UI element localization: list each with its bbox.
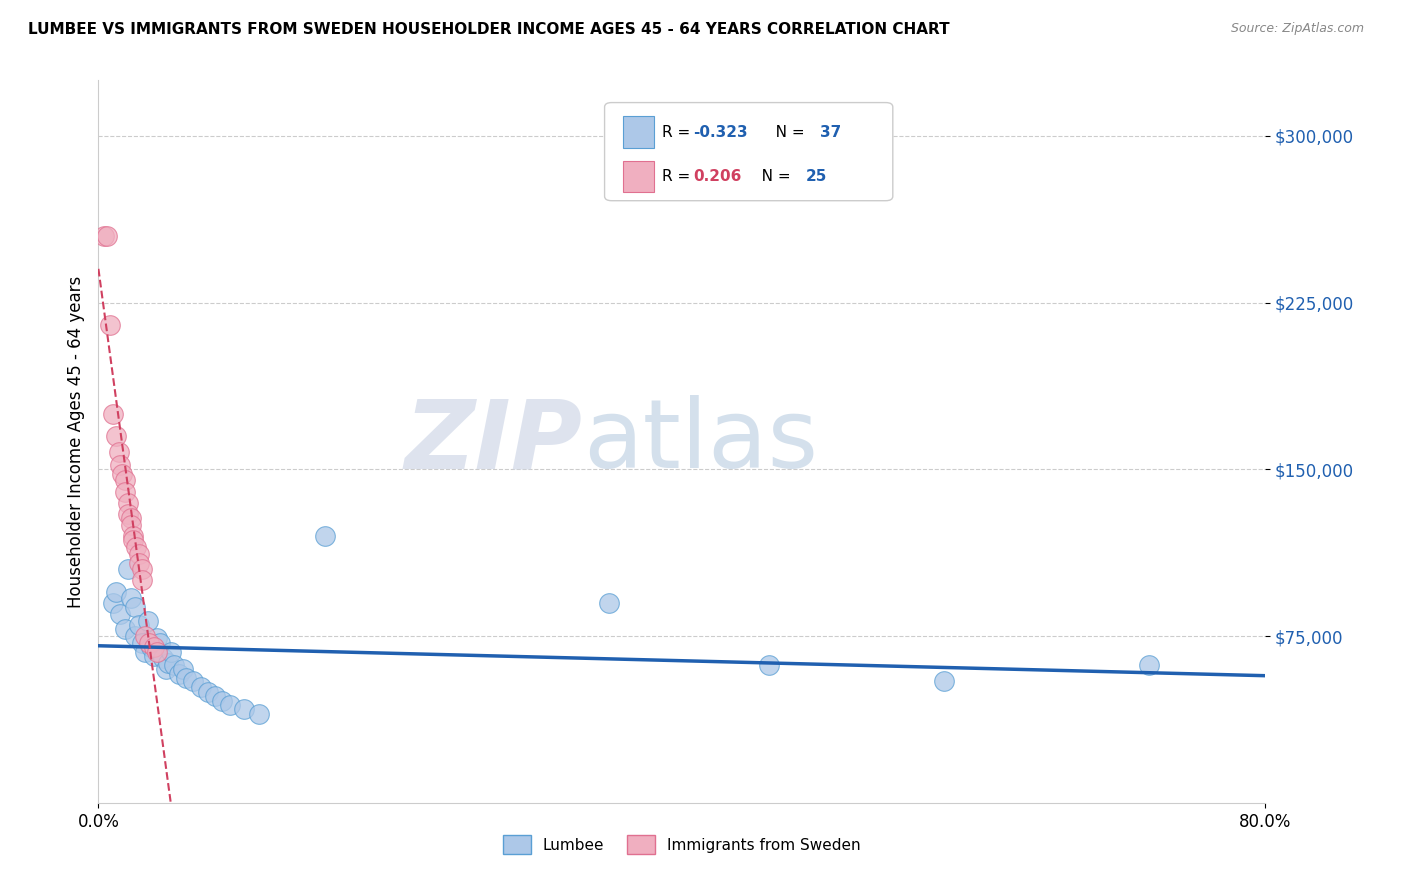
Point	[120, 517, 142, 532]
Point	[124, 600, 146, 615]
Point	[160, 645, 183, 659]
Point	[157, 656, 180, 670]
Point	[117, 562, 139, 576]
Point	[128, 547, 150, 561]
Point	[104, 584, 127, 599]
Point	[104, 429, 127, 443]
Point	[139, 640, 162, 655]
Point	[114, 484, 136, 499]
Point	[146, 645, 169, 659]
Point	[204, 689, 226, 703]
Text: N =: N =	[761, 125, 808, 139]
Point	[120, 511, 142, 525]
Point	[101, 407, 124, 421]
Point	[134, 645, 156, 659]
Point	[114, 623, 136, 637]
Point	[110, 458, 132, 472]
Point	[120, 591, 142, 606]
Point	[117, 496, 139, 510]
Text: LUMBEE VS IMMIGRANTS FROM SWEDEN HOUSEHOLDER INCOME AGES 45 - 64 YEARS CORRELATI: LUMBEE VS IMMIGRANTS FROM SWEDEN HOUSEHO…	[28, 22, 949, 37]
Point	[136, 614, 159, 628]
Point	[149, 636, 172, 650]
Point	[172, 662, 194, 676]
Point	[122, 533, 145, 548]
Text: 25: 25	[806, 169, 827, 184]
Point	[124, 629, 146, 643]
Point	[111, 467, 134, 481]
Text: ZIP: ZIP	[405, 395, 582, 488]
Point	[314, 529, 336, 543]
Point	[131, 636, 153, 650]
Point	[96, 228, 118, 243]
Y-axis label: Householder Income Ages 45 - 64 years: Householder Income Ages 45 - 64 years	[66, 276, 84, 607]
Point	[101, 596, 124, 610]
Point	[181, 673, 204, 688]
Point	[233, 702, 256, 716]
Point	[128, 618, 150, 632]
Text: atlas: atlas	[582, 395, 818, 488]
Text: N =: N =	[747, 169, 794, 184]
Legend: Lumbee, Immigrants from Sweden: Lumbee, Immigrants from Sweden	[498, 830, 866, 860]
Point	[247, 706, 270, 721]
Text: R =: R =	[662, 169, 696, 184]
Text: R =: R =	[662, 125, 696, 139]
Point	[131, 574, 153, 588]
Point	[218, 698, 240, 712]
Text: Source: ZipAtlas.com: Source: ZipAtlas.com	[1230, 22, 1364, 36]
Point	[152, 651, 174, 665]
Point	[1137, 657, 1160, 672]
Point	[598, 596, 620, 610]
Point	[117, 507, 139, 521]
Point	[128, 556, 150, 570]
Point	[211, 693, 233, 707]
Point	[758, 657, 780, 672]
Point	[122, 529, 145, 543]
Point	[93, 228, 115, 243]
Point	[167, 666, 190, 681]
Text: 0.206: 0.206	[693, 169, 741, 184]
Point	[142, 649, 165, 664]
Point	[155, 662, 177, 676]
Point	[110, 607, 132, 621]
Point	[114, 474, 136, 488]
Point	[98, 318, 121, 332]
Point	[131, 562, 153, 576]
Point	[174, 671, 197, 685]
Point	[146, 632, 169, 646]
Point	[142, 640, 165, 655]
Point	[108, 444, 131, 458]
Point	[197, 684, 219, 698]
Point	[134, 629, 156, 643]
Text: -0.323: -0.323	[693, 125, 748, 139]
Point	[138, 636, 160, 650]
Text: 37: 37	[820, 125, 841, 139]
Point	[190, 680, 212, 694]
Point	[163, 657, 186, 672]
Point	[934, 673, 956, 688]
Point	[125, 540, 148, 554]
